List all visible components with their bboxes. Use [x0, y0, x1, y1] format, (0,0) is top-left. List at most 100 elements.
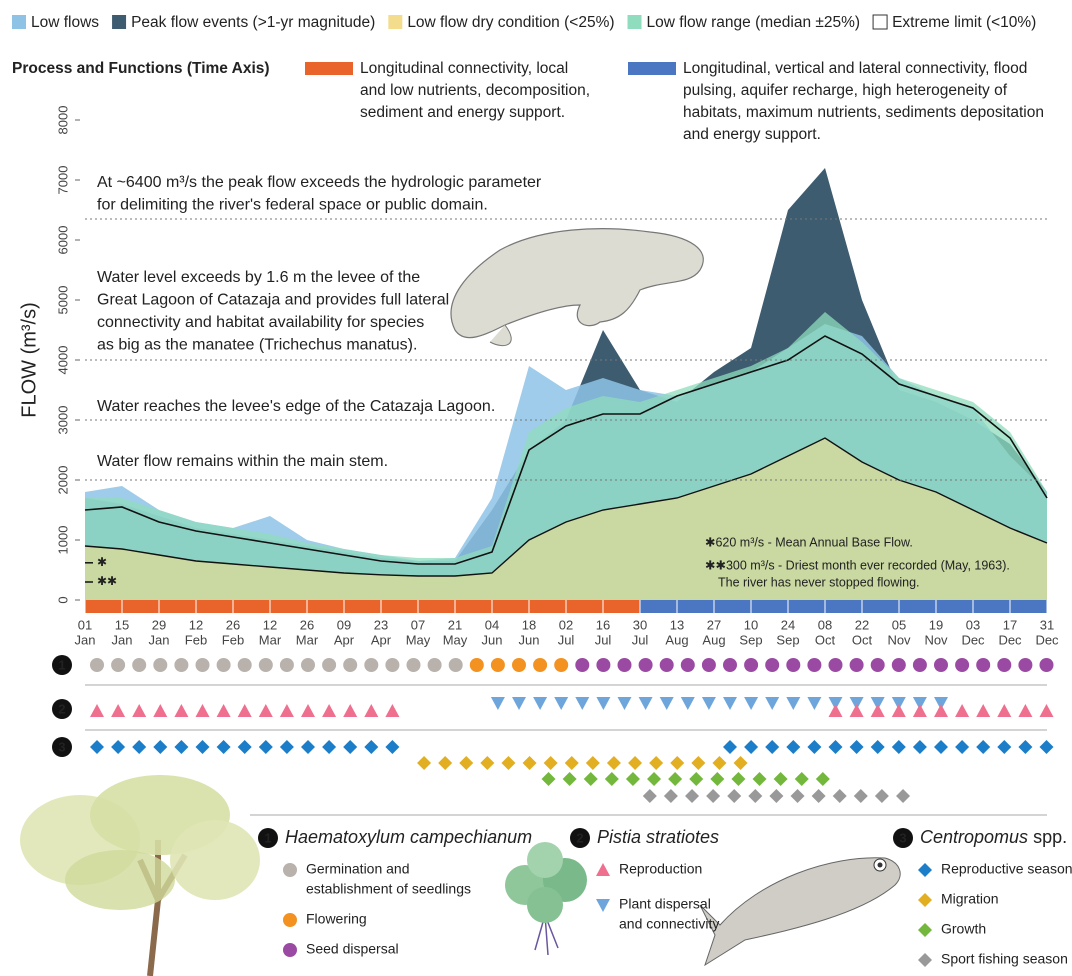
phenology-marker: [874, 789, 889, 803]
x-tick-day: 03: [966, 617, 980, 632]
phenology-marker: [562, 772, 577, 786]
y-tick-label: 0: [55, 596, 70, 603]
x-tick-day: 12: [189, 617, 203, 632]
phenology-marker: [976, 740, 991, 754]
legend-item-text: Sport fishing season: [941, 951, 1068, 967]
legend-marker: [283, 913, 297, 927]
phenology-marker: [997, 658, 1012, 672]
legend-label: Low flow dry condition (<25%): [407, 14, 614, 31]
phenology-marker: [596, 658, 611, 672]
y-tick-label: 2000: [55, 466, 70, 495]
phenology-marker: [490, 697, 505, 710]
x-tick-day: 15: [115, 617, 129, 632]
species-name: Haematoxylum campechianum: [285, 827, 532, 847]
legend-swatch: [388, 15, 403, 29]
period-text: Longitudinal connectivity, local: [360, 60, 568, 77]
x-tick-month: Dec: [1035, 632, 1059, 647]
phenology-marker: [90, 740, 104, 754]
phenology-marker: [438, 756, 453, 770]
legend-marker: [918, 923, 932, 937]
legend-swatch: [12, 15, 26, 29]
phenology-marker: [807, 658, 822, 672]
legend-label: Peak flow events (>1-yr magnitude): [131, 14, 375, 31]
annotation-text: Water flow remains within the main stem.: [97, 453, 388, 470]
phenology-marker: [174, 740, 189, 754]
x-tick-day: 07: [411, 617, 425, 632]
phenology-marker: [258, 658, 273, 672]
phenology-marker: [258, 704, 273, 717]
species-suffix: spp.: [1033, 827, 1067, 847]
number-badge-text: 1: [58, 657, 65, 672]
legend-item-text: Reproduction: [619, 861, 702, 877]
x-tick-day: 19: [929, 617, 943, 632]
phenology-marker: [1018, 740, 1033, 754]
x-tick-day: 26: [226, 617, 240, 632]
phenology-marker: [752, 772, 767, 786]
phenology-marker: [710, 772, 725, 786]
legend-marker: [596, 899, 610, 912]
x-tick-month: Jun: [519, 632, 540, 647]
x-tick-month: Nov: [887, 632, 911, 647]
x-tick-month: Oct: [815, 632, 836, 647]
time-bar: [85, 600, 640, 613]
phenology-marker: [343, 740, 358, 754]
phenology-marker: [934, 697, 948, 710]
phenology-marker: [912, 704, 927, 717]
phenology-marker: [385, 704, 400, 717]
phenology-marker: [237, 740, 252, 754]
phenology-marker: [322, 704, 337, 717]
number-badge-text: 1: [264, 830, 271, 845]
x-tick-day: 16: [596, 617, 610, 632]
x-tick-month: Apr: [371, 632, 392, 647]
note: ✱✱300 m³/s - Driest month ever recorded …: [705, 558, 1010, 572]
phenology-marker: [849, 704, 864, 717]
phenology-marker: [773, 772, 788, 786]
phenology-marker: [279, 658, 294, 672]
legend-item-text: Migration: [941, 891, 999, 907]
legend-item-text: Growth: [941, 921, 986, 937]
phenology-marker: [765, 658, 780, 672]
phenology-marker: [625, 772, 640, 786]
y-tick-label: 5000: [55, 286, 70, 315]
x-tick-month: Oct: [852, 632, 873, 647]
phenology-marker: [663, 789, 678, 803]
phenology-marker: [786, 697, 801, 710]
flow-area: [85, 438, 1047, 600]
phenology-marker: [794, 772, 809, 786]
pistia-illustration: [505, 842, 587, 956]
phenology-marker: [343, 658, 358, 672]
x-tick-day: 08: [818, 617, 832, 632]
x-tick-day: 24: [781, 617, 795, 632]
phenology-marker: [617, 658, 632, 672]
phenology-marker: [554, 658, 569, 672]
x-tick-day: 04: [485, 617, 499, 632]
species-name: Pistia stratiotes: [597, 827, 719, 847]
phenology-marker: [786, 740, 801, 754]
phenology-marker: [670, 756, 685, 770]
x-tick-day: 26: [300, 617, 314, 632]
x-tick-day: 18: [522, 617, 536, 632]
phenology-marker: [1018, 704, 1033, 717]
phenology-marker: [744, 658, 759, 672]
x-tick-month: Aug: [665, 632, 688, 647]
chart: [84, 168, 1048, 600]
x-tick-month: Sep: [776, 632, 799, 647]
phenology-marker: [815, 772, 830, 786]
phenology-marker: [828, 658, 843, 672]
legend-item-text: Plant dispersal: [619, 896, 711, 912]
phenology-marker: [870, 704, 885, 717]
phenology-marker: [628, 756, 643, 770]
phenology-marker: [174, 704, 189, 717]
phenology-marker: [807, 740, 822, 754]
dry-condition-line: [84, 437, 1048, 577]
period-swatch: [305, 62, 353, 75]
phenology-marker: [706, 789, 721, 803]
phenology-marker: [216, 704, 231, 717]
number-badge-text: 3: [58, 739, 65, 754]
phenology-marker: [111, 658, 126, 672]
phenology-marker: [638, 697, 653, 710]
phenology-marker: [701, 658, 716, 672]
x-tick-day: 12: [263, 617, 277, 632]
x-tick-month: Jul: [558, 632, 575, 647]
legend-item-text: Seed dispersal: [306, 941, 399, 957]
